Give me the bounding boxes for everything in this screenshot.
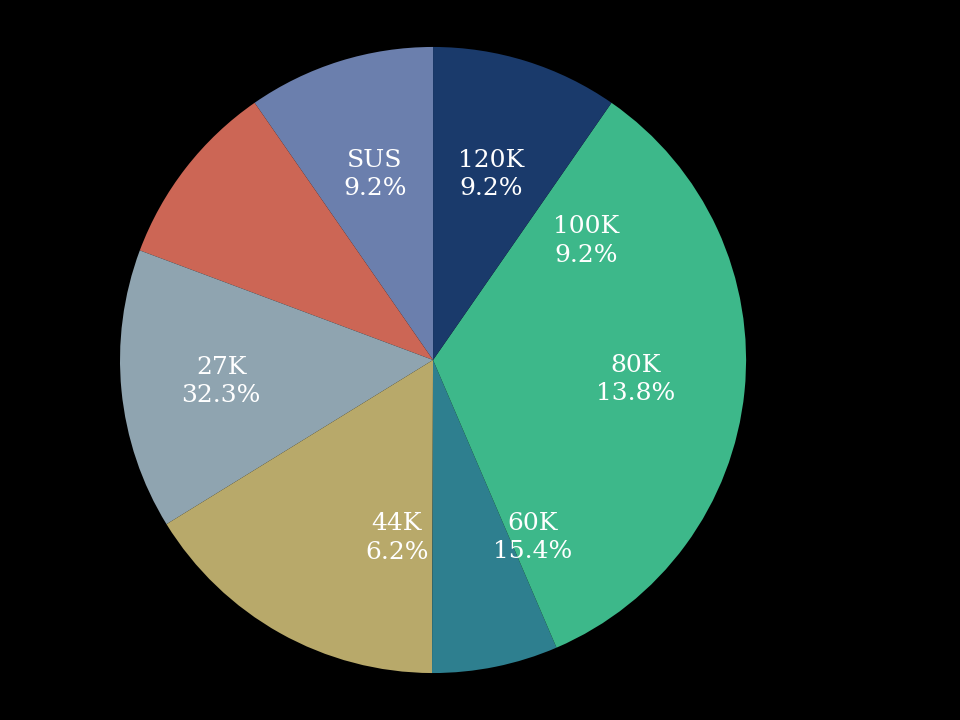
Wedge shape	[433, 103, 746, 648]
Text: 100K
9.2%: 100K 9.2%	[553, 215, 619, 266]
Text: 80K
13.8%: 80K 13.8%	[596, 354, 675, 405]
Text: 44K
6.2%: 44K 6.2%	[365, 512, 428, 564]
Wedge shape	[166, 360, 433, 673]
Wedge shape	[140, 103, 433, 360]
Wedge shape	[120, 251, 433, 524]
Wedge shape	[254, 47, 433, 360]
Text: 27K
32.3%: 27K 32.3%	[181, 356, 261, 407]
Wedge shape	[432, 360, 557, 673]
Wedge shape	[433, 47, 612, 360]
Text: 120K
9.2%: 120K 9.2%	[458, 149, 524, 200]
Text: 60K
15.4%: 60K 15.4%	[492, 512, 572, 563]
Text: SUS
9.2%: SUS 9.2%	[344, 149, 407, 200]
